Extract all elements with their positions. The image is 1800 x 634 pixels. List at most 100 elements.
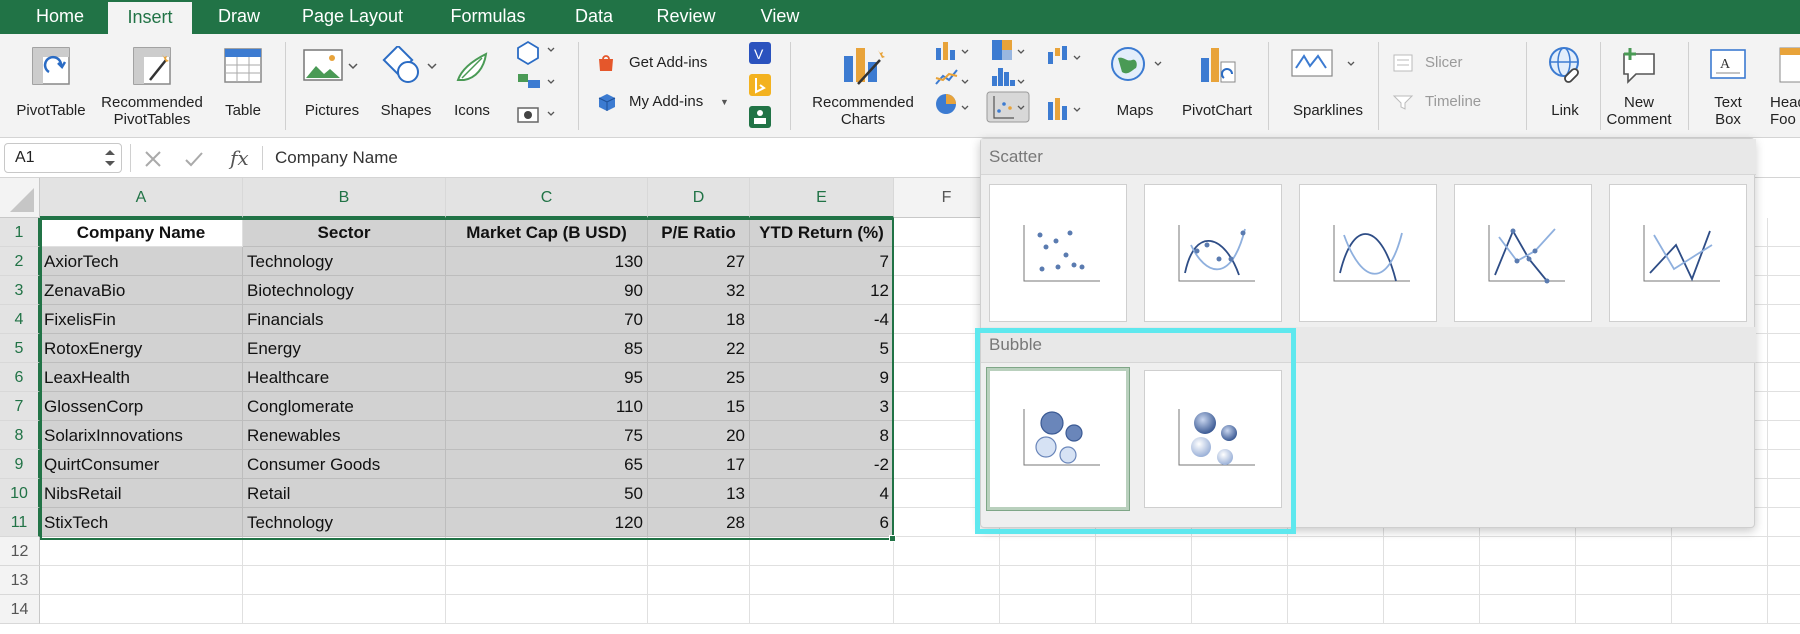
empty-cell[interactable] bbox=[1192, 566, 1288, 595]
table-cell[interactable]: 75 bbox=[446, 421, 648, 450]
table-cell[interactable]: Financials bbox=[243, 305, 446, 334]
scatter-smooth-lines-markers-option[interactable] bbox=[1144, 184, 1282, 322]
empty-cell[interactable] bbox=[1000, 566, 1096, 595]
empty-cell[interactable] bbox=[1096, 566, 1192, 595]
empty-cell[interactable] bbox=[1768, 392, 1800, 421]
empty-cell[interactable] bbox=[894, 595, 1000, 624]
cancel-icon[interactable] bbox=[144, 150, 162, 168]
table-cell[interactable]: SolarixInnovations bbox=[40, 421, 243, 450]
empty-cell[interactable] bbox=[894, 537, 1000, 566]
scatter-straight-lines-markers-option[interactable] bbox=[1454, 184, 1592, 322]
table-header-cell[interactable]: P/E Ratio bbox=[648, 218, 750, 247]
empty-cell[interactable] bbox=[446, 566, 648, 595]
table-cell[interactable]: 3 bbox=[750, 392, 894, 421]
column-header-a[interactable]: A bbox=[40, 178, 243, 218]
table-cell[interactable]: 120 bbox=[446, 508, 648, 537]
insert-function-button[interactable]: fx bbox=[230, 146, 249, 170]
empty-cell[interactable] bbox=[1768, 421, 1800, 450]
maps-button[interactable]: Maps bbox=[1094, 40, 1176, 132]
empty-cell[interactable] bbox=[446, 537, 648, 566]
timeline-button[interactable]: Timeline bbox=[1392, 90, 1512, 114]
formula-input[interactable]: Company Name bbox=[275, 148, 398, 167]
empty-cell[interactable] bbox=[1768, 334, 1800, 363]
table-cell[interactable]: 28 bbox=[648, 508, 750, 537]
empty-cell[interactable] bbox=[1768, 450, 1800, 479]
column-header-e[interactable]: E bbox=[750, 178, 894, 218]
table-cell[interactable]: 65 bbox=[446, 450, 648, 479]
table-cell[interactable]: 85 bbox=[446, 334, 648, 363]
enter-check-icon[interactable] bbox=[184, 150, 204, 168]
empty-cell[interactable] bbox=[894, 566, 1000, 595]
table-cell[interactable]: 13 bbox=[648, 479, 750, 508]
slicer-button[interactable]: Slicer bbox=[1392, 51, 1502, 75]
empty-cell[interactable] bbox=[1768, 508, 1800, 537]
table-cell[interactable]: Biotechnology bbox=[243, 276, 446, 305]
empty-cell[interactable] bbox=[750, 537, 894, 566]
row-header[interactable]: 4 bbox=[0, 305, 40, 334]
table-cell[interactable]: 25 bbox=[648, 363, 750, 392]
empty-cell[interactable] bbox=[446, 595, 648, 624]
empty-cell[interactable] bbox=[1768, 276, 1800, 305]
empty-cell[interactable] bbox=[1384, 566, 1480, 595]
empty-cell[interactable] bbox=[40, 566, 243, 595]
empty-cell[interactable] bbox=[1672, 508, 1768, 537]
tab-data[interactable]: Data bbox=[574, 6, 614, 26]
bubble-option[interactable] bbox=[986, 367, 1130, 511]
new-comment-button[interactable]: New Comment bbox=[1600, 40, 1678, 132]
table-cell[interactable]: RotoxEnergy bbox=[40, 334, 243, 363]
tab-page-layout[interactable]: Page Layout bbox=[301, 6, 404, 26]
empty-cell[interactable] bbox=[750, 566, 894, 595]
empty-cell[interactable] bbox=[1480, 537, 1576, 566]
table-cell[interactable]: 90 bbox=[446, 276, 648, 305]
empty-cell[interactable] bbox=[243, 595, 446, 624]
tab-view[interactable]: View bbox=[760, 6, 800, 26]
table-cell[interactable]: Retail bbox=[243, 479, 446, 508]
table-cell[interactable]: 12 bbox=[750, 276, 894, 305]
empty-cell[interactable] bbox=[1000, 595, 1096, 624]
empty-cell[interactable] bbox=[648, 566, 750, 595]
table-cell[interactable]: Energy bbox=[243, 334, 446, 363]
table-cell[interactable]: -4 bbox=[750, 305, 894, 334]
empty-cell[interactable] bbox=[1288, 566, 1384, 595]
shapes-button[interactable]: Shapes bbox=[370, 40, 442, 132]
table-cell[interactable]: -2 bbox=[750, 450, 894, 479]
tab-home[interactable]: Home bbox=[35, 6, 84, 26]
row-header[interactable]: 7 bbox=[0, 392, 40, 421]
table-cell[interactable]: Consumer Goods bbox=[243, 450, 446, 479]
empty-cell[interactable] bbox=[648, 537, 750, 566]
scatter-option[interactable] bbox=[989, 184, 1127, 322]
table-cell[interactable]: 15 bbox=[648, 392, 750, 421]
row-header[interactable]: 1 bbox=[0, 218, 40, 247]
table-header-cell[interactable]: Market Cap (B USD) bbox=[446, 218, 648, 247]
table-cell[interactable]: 6 bbox=[750, 508, 894, 537]
table-cell[interactable]: Conglomerate bbox=[243, 392, 446, 421]
empty-cell[interactable] bbox=[1672, 537, 1768, 566]
column-header-c[interactable]: C bbox=[446, 178, 648, 218]
scatter-straight-lines-option[interactable] bbox=[1609, 184, 1747, 322]
get-addins-button[interactable]: Get Add-ins bbox=[596, 51, 736, 75]
empty-cell[interactable] bbox=[1768, 218, 1800, 247]
row-header[interactable]: 14 bbox=[0, 595, 40, 624]
icons-button[interactable]: Icons bbox=[444, 40, 500, 132]
table-cell[interactable]: ZenavaBio bbox=[40, 276, 243, 305]
row-header[interactable]: 5 bbox=[0, 334, 40, 363]
table-cell[interactable]: 4 bbox=[750, 479, 894, 508]
table-cell[interactable]: Technology bbox=[243, 508, 446, 537]
table-cell[interactable]: 20 bbox=[648, 421, 750, 450]
table-cell[interactable]: 110 bbox=[446, 392, 648, 421]
table-cell[interactable]: 50 bbox=[446, 479, 648, 508]
empty-cell[interactable] bbox=[40, 537, 243, 566]
empty-cell[interactable] bbox=[1576, 537, 1672, 566]
empty-cell[interactable] bbox=[1000, 537, 1096, 566]
table-cell[interactable]: LeaxHealth bbox=[40, 363, 243, 392]
row-header[interactable]: 10 bbox=[0, 479, 40, 508]
tab-draw[interactable]: Draw bbox=[217, 6, 260, 26]
table-cell[interactable]: 7 bbox=[750, 247, 894, 276]
empty-cell[interactable] bbox=[1768, 247, 1800, 276]
recommended-charts-button[interactable]: Recommended Charts bbox=[800, 40, 926, 132]
tab-insert[interactable]: Insert bbox=[108, 2, 192, 34]
more-chart-types[interactable] bbox=[1044, 42, 1090, 134]
table-cell[interactable]: 17 bbox=[648, 450, 750, 479]
table-cell[interactable]: QuirtConsumer bbox=[40, 450, 243, 479]
empty-cell[interactable] bbox=[1192, 537, 1288, 566]
